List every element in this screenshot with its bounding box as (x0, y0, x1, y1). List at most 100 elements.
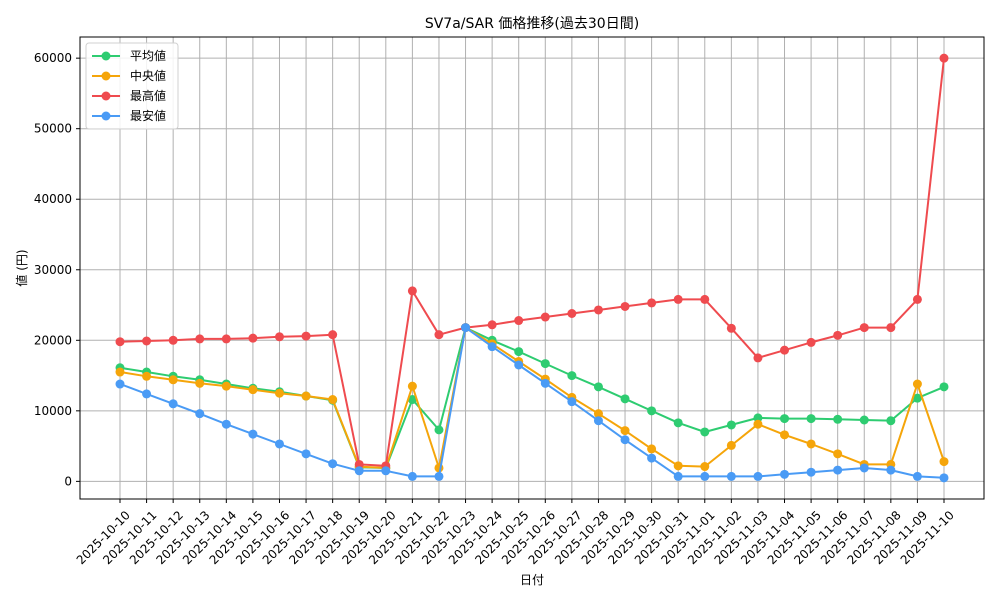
legend-label: 平均値 (130, 48, 166, 63)
data-point (780, 469, 790, 479)
data-point (912, 294, 922, 304)
plot-frame (79, 36, 985, 500)
data-point (647, 406, 657, 416)
series-3 (115, 323, 949, 483)
x-axis-label: 日付 (520, 573, 544, 587)
grid-lines (80, 37, 984, 499)
data-point (274, 439, 284, 449)
data-point (301, 331, 311, 341)
data-point (939, 473, 949, 483)
series-2 (115, 53, 949, 471)
data-point (221, 334, 231, 344)
y-axis-ticks: 0 10000 20000 30000 40000 50000 60000 (34, 51, 80, 488)
y-tick-label: 60000 (34, 51, 72, 65)
y-tick-label: 0 (64, 474, 72, 488)
y-tick-label: 30000 (34, 263, 72, 277)
data-point (328, 395, 338, 405)
data-point (726, 471, 736, 481)
data-point (753, 413, 763, 423)
legend-label: 中央値 (130, 68, 166, 83)
data-point (274, 332, 284, 342)
data-point (514, 347, 524, 357)
data-point (912, 393, 922, 403)
data-point (115, 379, 125, 389)
data-point (780, 414, 790, 424)
data-point (620, 435, 630, 445)
series-line (119, 326, 945, 479)
data-point (753, 471, 763, 481)
y-axis-label: 値 (円) (14, 249, 29, 286)
data-point (487, 342, 497, 352)
y-tick-label: 10000 (34, 404, 72, 418)
data-point (434, 471, 444, 481)
data-point (833, 414, 843, 424)
data-point (939, 382, 949, 392)
data-point (461, 323, 471, 333)
data-point (301, 449, 311, 459)
data-point (806, 439, 816, 449)
data-point (540, 378, 550, 388)
data-point (753, 419, 763, 429)
y-tick-label: 20000 (34, 333, 72, 347)
chart-title: SV7a/SAR 価格推移(過去30日間) (425, 16, 639, 32)
data-point (939, 457, 949, 467)
data-point (726, 420, 736, 430)
data-point (726, 440, 736, 450)
data-point (142, 371, 152, 381)
data-point (514, 360, 524, 370)
data-point (620, 301, 630, 311)
data-point (912, 379, 922, 389)
y-tick-label: 40000 (34, 192, 72, 206)
data-point (912, 471, 922, 481)
data-point (673, 294, 683, 304)
data-point (753, 353, 763, 363)
data-point (195, 334, 205, 344)
data-point (593, 409, 603, 419)
data-point (647, 444, 657, 454)
data-point (726, 323, 736, 333)
data-point (407, 471, 417, 481)
data-point (620, 394, 630, 404)
data-point (354, 459, 364, 469)
data-point (487, 320, 497, 330)
legend-label: 最安値 (130, 108, 166, 123)
data-point (195, 378, 205, 388)
data-point (833, 330, 843, 340)
data-point (806, 337, 816, 347)
data-point (248, 429, 258, 439)
y-tick-label: 50000 (34, 122, 72, 136)
data-point (700, 427, 710, 437)
data-point (859, 415, 869, 425)
data-point (567, 397, 577, 407)
x-axis-ticks: 2025-10-102025-10-112025-10-122025-10-13… (74, 499, 957, 567)
data-point (859, 323, 869, 333)
data-point (407, 286, 417, 296)
data-point (115, 337, 125, 347)
data-point (221, 419, 231, 429)
data-point (274, 388, 284, 398)
legend-marker-icon (101, 71, 111, 81)
data-point (700, 294, 710, 304)
data-point (620, 426, 630, 436)
data-point (886, 416, 896, 426)
data-point (168, 335, 178, 345)
data-point (540, 312, 550, 322)
data-point (833, 465, 843, 475)
legend-item: 最高値 (92, 88, 166, 103)
data-point (780, 430, 790, 440)
data-point (248, 385, 258, 395)
legend-marker-icon (101, 51, 111, 61)
data-point (593, 416, 603, 426)
data-point (806, 414, 816, 424)
data-point (833, 449, 843, 459)
data-point (354, 466, 364, 476)
data-point (859, 463, 869, 473)
legend-marker-icon (101, 111, 111, 121)
data-point (673, 418, 683, 428)
data-point (593, 382, 603, 392)
data-point (647, 453, 657, 463)
legend-item: 最安値 (92, 108, 166, 123)
